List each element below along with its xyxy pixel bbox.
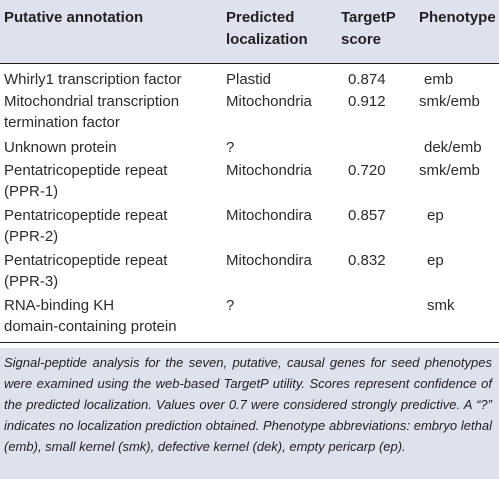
header-annotation: Putative annotation: [4, 9, 144, 26]
header-localization-line2: localization: [226, 31, 308, 48]
row2-phenotype: smk/emb: [419, 93, 480, 110]
row1-score: 0.874: [348, 71, 386, 88]
row4-score: 0.720: [348, 162, 386, 179]
row6-localization: Mitochondira: [226, 252, 312, 269]
row3-annotation-line1: Unknown protein: [4, 139, 117, 156]
row5-score: 0.857: [348, 207, 386, 224]
table-header: Putative annotation Predicted localizati…: [0, 0, 499, 64]
row6-annotation-line2: (PPR-3): [4, 273, 59, 290]
row7-annotation-line1: RNA-binding KH: [4, 297, 115, 314]
row7-phenotype: smk: [427, 297, 455, 314]
row5-annotation-line2: (PPR-2): [4, 228, 59, 245]
header-localization-line1: Predicted: [226, 9, 295, 26]
header-rule: [0, 63, 499, 64]
row6-annotation-line1: Pentatricopeptide repeat: [4, 252, 168, 269]
row2-annotation-line1: Mitochondrial transcription: [4, 93, 180, 110]
table-bottom-rule: [0, 342, 499, 343]
row2-localization: Mitochondria: [226, 93, 312, 110]
row4-annotation-line1: Pentatricopeptide repeat: [4, 162, 168, 179]
header-score-line1: TargetP: [341, 9, 396, 26]
row1-localization: Plastid: [226, 71, 272, 88]
footnote-text: Signal-peptide analysis for the seven, p…: [4, 355, 492, 454]
row3-localization: ?: [226, 139, 235, 156]
row2-score: 0.912: [348, 93, 386, 110]
row6-score: 0.832: [348, 252, 386, 269]
row2-annotation-line2: termination factor: [4, 114, 120, 131]
row6-phenotype: ep: [427, 252, 444, 269]
header-score-line2: score: [341, 31, 382, 48]
row3-phenotype: dek/emb: [424, 139, 482, 156]
row1-phenotype: emb: [424, 71, 454, 88]
row7-annotation-line2: domain-containing protein: [4, 318, 177, 335]
row4-localization: Mitochondria: [226, 162, 312, 179]
header-phenotype: Phenotype: [419, 9, 496, 26]
row4-phenotype: smk/emb: [419, 162, 480, 179]
row7-localization: ?: [226, 297, 235, 314]
row5-annotation-line1: Pentatricopeptide repeat: [4, 207, 168, 224]
row5-localization: Mitochondira: [226, 207, 312, 224]
row5-phenotype: ep: [427, 207, 444, 224]
table-footnote: Signal-peptide analysis for the seven, p…: [0, 348, 499, 479]
row1-annotation-line1: Whirly1 transcription factor: [4, 71, 182, 88]
row4-annotation-line2: (PPR-1): [4, 183, 59, 200]
